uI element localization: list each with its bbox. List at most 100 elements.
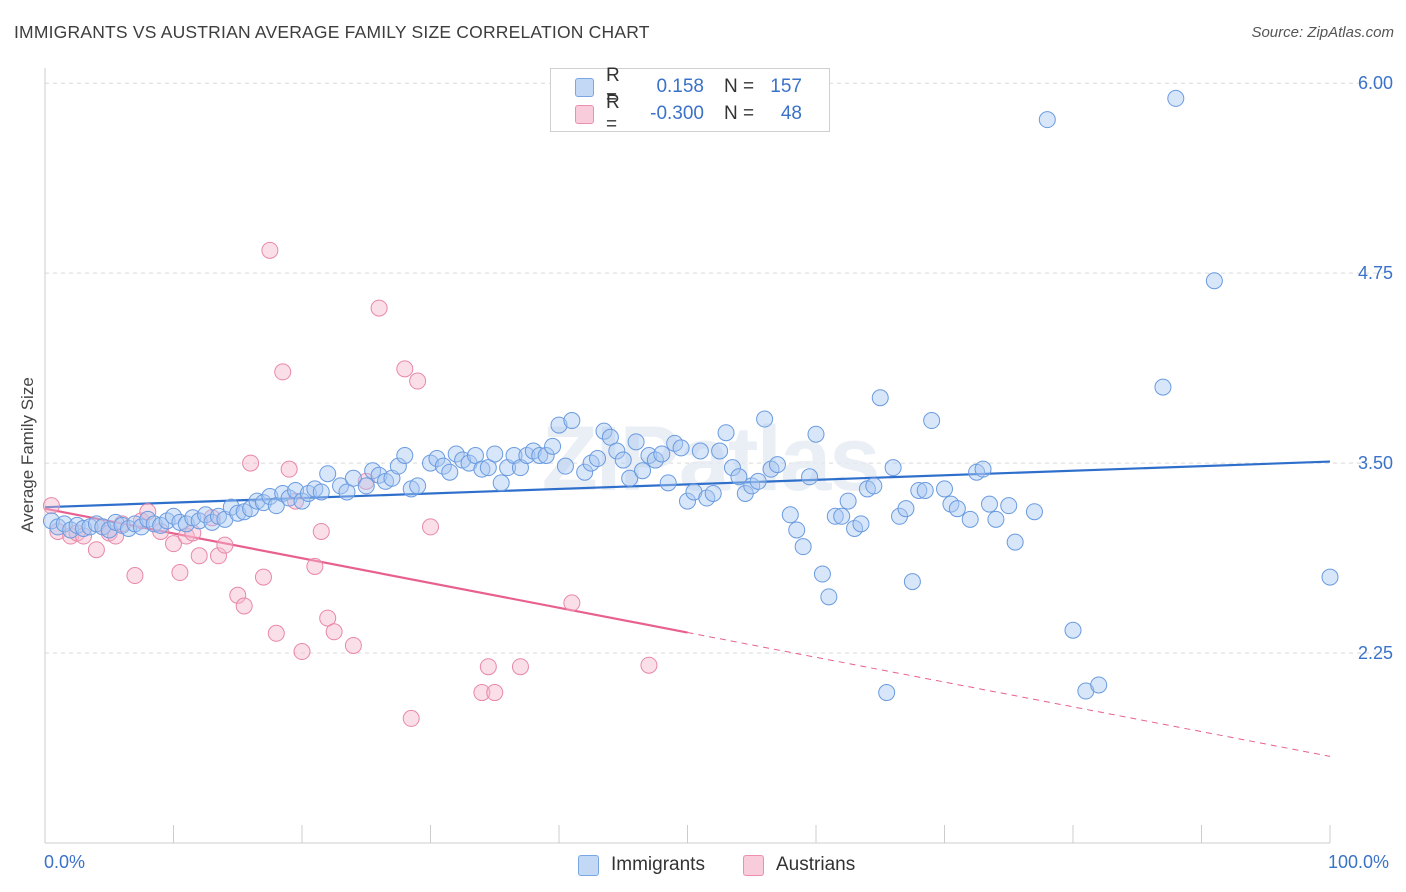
legend-r-label: R = — [606, 92, 620, 135]
data-point-immigrants — [55, 515, 73, 533]
data-point-austrians — [235, 597, 253, 615]
data-point-immigrants — [434, 457, 452, 475]
data-point-immigrants — [75, 519, 93, 537]
data-point-austrians — [563, 594, 581, 612]
data-point-immigrants — [473, 460, 491, 478]
trend-line-immigrants — [44, 460, 1331, 509]
data-point-austrians — [486, 684, 504, 702]
data-point-immigrants — [370, 466, 388, 484]
data-point-austrians — [402, 709, 420, 727]
data-point-immigrants — [338, 483, 356, 501]
bottom-legend-immigrants: Immigrants — [578, 852, 705, 878]
data-point-immigrants — [897, 500, 915, 518]
data-point-immigrants — [730, 468, 748, 486]
data-point-austrians — [293, 643, 311, 661]
data-point-austrians — [190, 547, 208, 565]
data-point-immigrants — [486, 445, 504, 463]
data-point-immigrants — [222, 498, 240, 516]
data-point-austrians — [242, 454, 260, 472]
grid-lines — [45, 82, 1390, 654]
data-points — [42, 89, 1339, 727]
legend-n-value: 48 — [780, 103, 802, 124]
data-point-immigrants — [691, 442, 709, 460]
data-point-austrians — [274, 363, 292, 381]
data-point-immigrants — [923, 412, 941, 430]
data-point-immigrants — [653, 445, 671, 463]
data-point-austrians — [312, 522, 330, 540]
data-point-austrians — [87, 541, 105, 559]
data-point-austrians — [209, 547, 227, 565]
data-point-immigrants — [203, 513, 221, 531]
data-point-austrians — [479, 658, 497, 676]
y-axis-title: Average Family Size — [18, 377, 37, 533]
bottom-legend-swatch-austrians — [743, 854, 764, 876]
legend-r-value: 0.158 — [656, 76, 704, 97]
data-point-immigrants — [479, 459, 497, 477]
data-point-austrians — [165, 535, 182, 553]
data-point-immigrants — [621, 469, 639, 487]
data-point-austrians — [409, 372, 427, 390]
data-point-austrians — [422, 518, 439, 536]
data-point-austrians — [370, 299, 388, 317]
data-point-immigrants — [537, 447, 555, 464]
data-point-immigrants — [878, 684, 896, 702]
data-point-immigrants — [788, 521, 806, 539]
data-point-immigrants — [1025, 503, 1043, 521]
data-point-austrians — [306, 557, 324, 575]
data-point-immigrants — [556, 457, 574, 475]
trend-line-dashed-austrians — [687, 632, 1331, 757]
series-immigrants — [42, 89, 1339, 702]
data-point-immigrants — [948, 500, 966, 518]
data-point-immigrants — [910, 481, 928, 499]
data-point-immigrants — [589, 450, 607, 468]
data-point-austrians — [126, 567, 144, 585]
data-point-immigrants — [357, 477, 375, 495]
data-point-immigrants — [768, 456, 786, 474]
data-point-immigrants — [646, 451, 664, 469]
data-point-immigrants — [936, 480, 953, 498]
data-point-immigrants — [884, 459, 902, 477]
data-point-immigrants — [492, 474, 510, 492]
y-tick-label: 2.25 — [1358, 643, 1393, 663]
bottom-legend-label-austrians: Austrians — [776, 854, 856, 875]
data-point-immigrants — [634, 462, 652, 480]
data-point-austrians — [473, 684, 491, 702]
data-point-austrians — [254, 568, 272, 586]
data-point-immigrants — [466, 447, 484, 464]
bottom-legend-austrians: Austrians — [743, 852, 855, 878]
trend-lines — [44, 460, 1331, 757]
data-point-immigrants — [852, 515, 870, 533]
data-point-immigrants — [1321, 568, 1339, 586]
data-point-immigrants — [1064, 621, 1082, 639]
data-point-immigrants — [447, 445, 465, 463]
data-point-immigrants — [916, 481, 934, 499]
data-point-immigrants — [409, 477, 427, 495]
data-point-immigrants — [312, 483, 330, 501]
data-point-immigrants — [833, 507, 851, 525]
data-point-immigrants — [190, 512, 208, 530]
data-point-immigrants — [672, 439, 690, 457]
data-point-immigrants — [261, 488, 279, 506]
x-tick-label-min: 0.0% — [44, 852, 86, 872]
legend-r-label: R = — [606, 65, 620, 108]
data-point-immigrants — [171, 513, 189, 531]
y-tick-label: 6.00 — [1358, 73, 1393, 93]
data-point-austrians — [640, 656, 658, 674]
data-point-immigrants — [974, 460, 992, 478]
data-point-immigrants — [1000, 497, 1018, 515]
data-point-immigrants — [1205, 272, 1223, 290]
data-point-immigrants — [344, 469, 362, 487]
data-point-austrians — [344, 636, 362, 654]
data-point-austrians — [261, 241, 279, 259]
data-point-immigrants — [781, 506, 799, 524]
data-point-immigrants — [704, 484, 722, 502]
data-point-immigrants — [961, 510, 979, 528]
data-point-immigrants — [794, 538, 812, 556]
legend-row-immigrants: R = 0.158 N = 157 — [575, 65, 802, 108]
data-point-immigrants — [396, 447, 414, 464]
x-tick-label-max: 100.0% — [1328, 852, 1390, 872]
data-point-immigrants — [711, 442, 729, 460]
data-point-immigrants — [987, 510, 1005, 528]
data-point-immigrants — [820, 588, 838, 606]
y-tick-label: 3.50 — [1358, 453, 1393, 473]
